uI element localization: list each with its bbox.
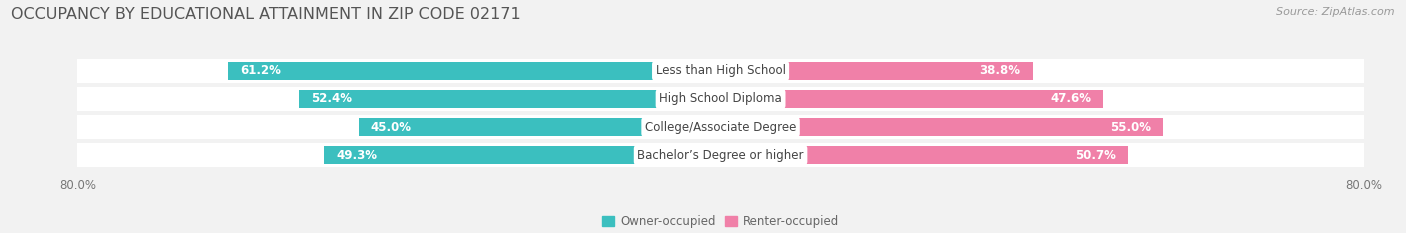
Bar bbox=[77, 143, 1364, 167]
Text: High School Diploma: High School Diploma bbox=[659, 93, 782, 106]
Text: 52.4%: 52.4% bbox=[311, 93, 353, 106]
Bar bbox=[721, 90, 1104, 108]
Bar bbox=[77, 115, 1364, 139]
Bar bbox=[77, 87, 1364, 111]
Text: 45.0%: 45.0% bbox=[371, 120, 412, 134]
Text: Source: ZipAtlas.com: Source: ZipAtlas.com bbox=[1277, 7, 1395, 17]
Text: Less than High School: Less than High School bbox=[655, 64, 786, 77]
Text: 38.8%: 38.8% bbox=[980, 64, 1021, 77]
Text: OCCUPANCY BY EDUCATIONAL ATTAINMENT IN ZIP CODE 02171: OCCUPANCY BY EDUCATIONAL ATTAINMENT IN Z… bbox=[11, 7, 522, 22]
Bar bbox=[325, 146, 721, 164]
Text: Bachelor’s Degree or higher: Bachelor’s Degree or higher bbox=[637, 149, 804, 162]
Bar bbox=[359, 118, 721, 136]
Bar bbox=[299, 90, 721, 108]
Text: College/Associate Degree: College/Associate Degree bbox=[645, 120, 796, 134]
Legend: Owner-occupied, Renter-occupied: Owner-occupied, Renter-occupied bbox=[598, 211, 844, 233]
Text: 49.3%: 49.3% bbox=[336, 149, 377, 162]
Text: 55.0%: 55.0% bbox=[1109, 120, 1150, 134]
Bar bbox=[721, 146, 1128, 164]
Bar bbox=[77, 59, 1364, 83]
Text: 50.7%: 50.7% bbox=[1076, 149, 1116, 162]
Bar bbox=[229, 62, 721, 80]
Text: 61.2%: 61.2% bbox=[240, 64, 281, 77]
Bar bbox=[721, 118, 1163, 136]
Text: 47.6%: 47.6% bbox=[1050, 93, 1091, 106]
Bar bbox=[721, 62, 1032, 80]
